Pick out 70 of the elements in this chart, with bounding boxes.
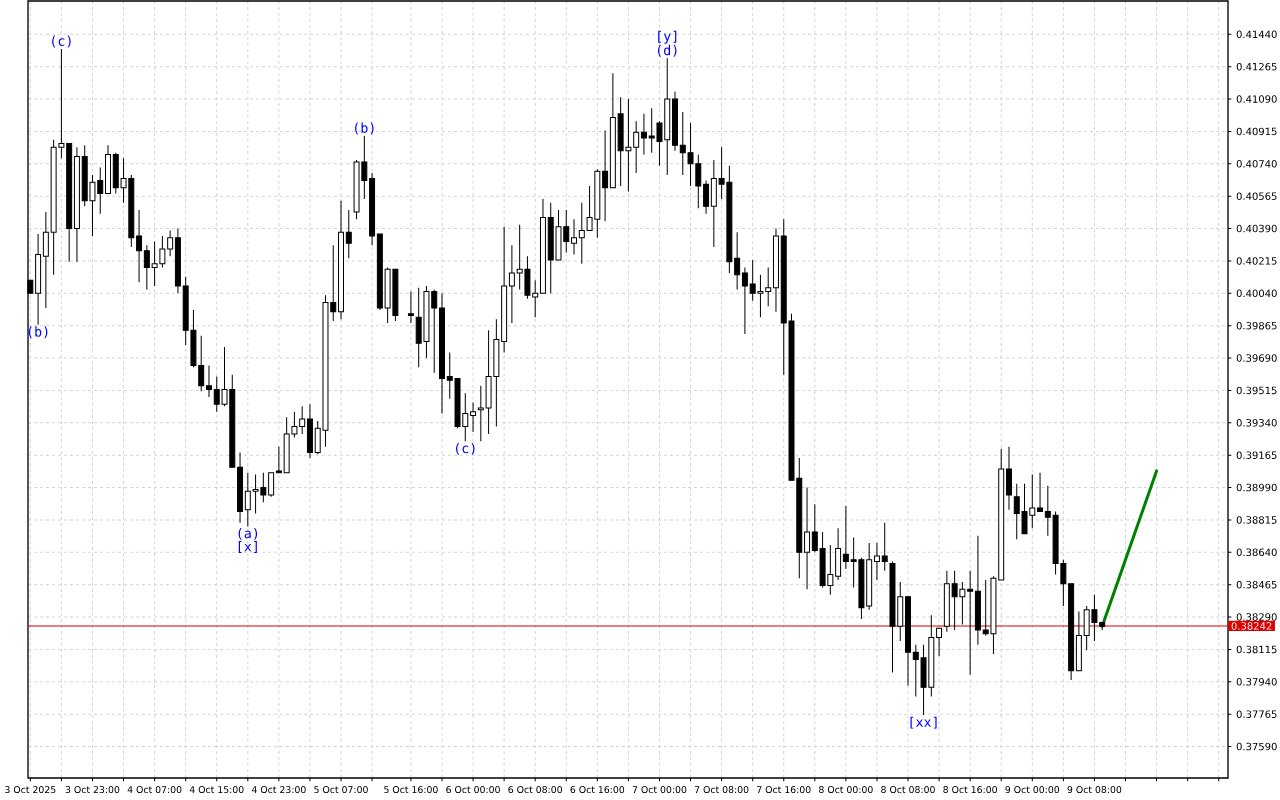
x-tick-label: 4 Oct 07:00 (127, 786, 182, 794)
x-tick-label: 6 Oct 08:00 (508, 786, 563, 794)
annotation: [xx] (910, 716, 937, 729)
annotation: (b) (355, 122, 374, 135)
annotation: [y] (658, 30, 677, 44)
x-tick-label: 4 Oct 15:00 (189, 786, 244, 794)
y-tick-label: 0.40390 (1236, 224, 1277, 233)
x-tick-label: 7 Oct 16:00 (757, 786, 811, 794)
annotation: (c) (52, 35, 71, 48)
candlestick (873, 542, 880, 581)
candlestick (508, 244, 515, 324)
y-tick-label: 0.41265 (1236, 62, 1277, 71)
candlestick (602, 130, 609, 222)
x-tick-label: 3 Oct 2025 (5, 786, 56, 794)
y-tick-label: 0.40565 (1236, 192, 1277, 200)
y-tick-label: 0.39865 (1236, 321, 1277, 330)
x-tick-label: 7 Oct 00:00 (632, 786, 687, 794)
annotation: (c) (456, 442, 475, 455)
y-tick-label: 0.38465 (1236, 580, 1277, 589)
candlestick (842, 505, 849, 570)
y-tick-label: 0.38115 (1236, 645, 1277, 654)
candlestick (804, 487, 811, 590)
candlestick (470, 401, 477, 433)
y-tick-label: 0.40040 (1236, 289, 1277, 298)
candlestick (936, 627, 943, 657)
ref-line-label: 0.38242 (1231, 622, 1272, 630)
candlestick (275, 446, 282, 474)
candlestick (1037, 472, 1044, 513)
y-tick-label: 0.40915 (1236, 127, 1277, 136)
candlestick (136, 209, 143, 283)
x-tick-label: 3 Oct 23:00 (65, 786, 120, 794)
annotation: (d) (657, 44, 677, 57)
y-tick-label: 0.41440 (1236, 30, 1277, 39)
y-tick-label: 0.40215 (1236, 257, 1277, 265)
x-tick-label: 8 Oct 16:00 (943, 786, 997, 794)
annotation: (a) (238, 527, 258, 540)
annotation: (b) (28, 326, 48, 339)
y-tick-label: 0.38290 (1236, 613, 1277, 621)
x-tick-label: 9 Oct 00:00 (1005, 786, 1060, 794)
candlestick (640, 113, 647, 156)
y-tick-label: 0.37940 (1236, 678, 1277, 686)
x-tick-label: 7 Oct 08:00 (694, 786, 749, 794)
x-tick-label: 6 Oct 00:00 (446, 786, 500, 794)
candlestick (571, 218, 578, 255)
y-tick-label: 0.39690 (1236, 354, 1277, 362)
candlestick (703, 179, 710, 215)
y-tick-label: 0.39515 (1236, 386, 1277, 395)
y-tick-label: 0.38640 (1236, 548, 1277, 557)
y-tick-label: 0.40740 (1236, 160, 1277, 168)
candlestick (345, 209, 352, 259)
candlestick (881, 522, 888, 572)
y-tick-label: 0.41090 (1236, 95, 1277, 103)
candlestick (205, 364, 212, 398)
candlestick (741, 266, 748, 335)
y-tick-label: 0.37765 (1236, 710, 1277, 718)
x-tick-label: 5 Oct 07:00 (314, 786, 368, 794)
y-tick-label: 0.39340 (1236, 419, 1277, 427)
x-tick-label: 8 Oct 00:00 (819, 786, 873, 794)
y-tick-label: 0.38990 (1236, 483, 1277, 492)
candlestick (268, 472, 275, 498)
annotation: [x] (238, 541, 257, 553)
x-tick-label: 5 Oct 16:00 (384, 786, 438, 794)
y-tick-label: 0.38815 (1236, 516, 1277, 524)
x-tick-label: 6 Oct 16:00 (570, 786, 625, 794)
x-tick-label: 8 Oct 08:00 (881, 786, 935, 794)
y-tick-label: 0.37590 (1236, 742, 1277, 751)
y-tick-label: 0.39165 (1236, 451, 1277, 459)
x-tick-label: 9 Oct 08:00 (1067, 786, 1122, 794)
candlestick (407, 290, 414, 324)
x-tick-label: 4 Oct 23:00 (251, 786, 306, 794)
